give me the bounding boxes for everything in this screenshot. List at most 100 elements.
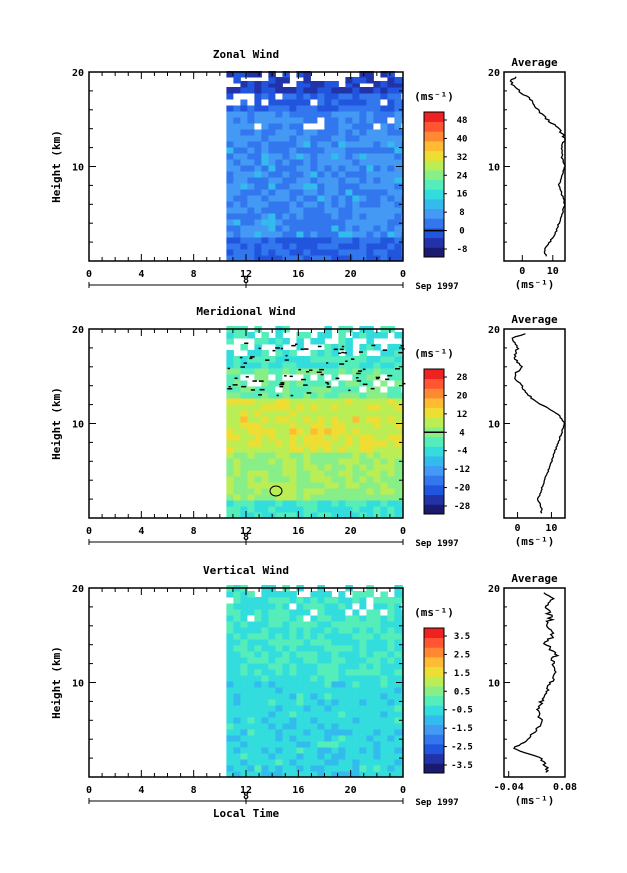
heatmap-cell <box>324 627 332 634</box>
heatmap-cell <box>282 249 290 256</box>
heatmap-cell <box>359 135 367 142</box>
heatmap-cell <box>275 249 283 256</box>
heatmap-cell <box>373 603 381 610</box>
heatmap-cell <box>233 717 241 724</box>
heatmap-cell <box>226 159 234 166</box>
heatmap-cell <box>338 93 346 100</box>
heatmap-cell <box>394 657 402 664</box>
heatmap-cell <box>303 705 311 712</box>
heatmap-cell <box>331 627 339 634</box>
heatmap-cell <box>324 99 332 106</box>
heatmap-cell <box>317 609 325 616</box>
heatmap-cell <box>359 615 367 622</box>
heatmap-cell <box>275 711 283 718</box>
heatmap-cell <box>324 765 332 772</box>
contour-mark <box>272 349 276 352</box>
heatmap-cell <box>310 699 318 706</box>
heatmap-cell <box>373 597 381 604</box>
heatmap-cell <box>387 123 395 130</box>
heatmap-cell <box>394 159 402 166</box>
heatmap-cell <box>268 374 276 381</box>
heatmap-cell <box>233 741 241 748</box>
heatmap-cell <box>254 362 262 369</box>
heatmap-cell <box>226 597 234 604</box>
heatmap-cell <box>226 362 234 369</box>
heatmap-cell <box>373 663 381 670</box>
heatmap-cell <box>359 356 367 363</box>
heatmap-cell <box>331 213 339 220</box>
heatmap-cell <box>296 398 304 405</box>
heatmap-cell <box>303 500 311 507</box>
heatmap-cell <box>338 213 346 220</box>
heatmap-cell <box>268 422 276 429</box>
heatmap-cell <box>380 500 388 507</box>
heatmap-cell <box>275 470 283 477</box>
heatmap-cell <box>233 374 241 381</box>
heatmap-cell <box>282 77 290 84</box>
heatmap-cell <box>282 651 290 658</box>
heatmap-cell <box>366 621 374 628</box>
heatmap-cell <box>394 177 402 184</box>
x-tick-label: 16 <box>292 269 304 280</box>
heatmap-cell <box>289 243 297 250</box>
heatmap-cell <box>359 404 367 411</box>
heatmap-cell <box>310 422 318 429</box>
heatmap-cell <box>324 231 332 238</box>
heatmap-cell <box>296 446 304 453</box>
heatmap-cell <box>331 362 339 369</box>
heatmap-cell <box>233 141 241 148</box>
heatmap-cell <box>303 374 311 381</box>
heatmap-cell <box>275 225 283 232</box>
contour-mark <box>249 357 253 360</box>
heatmap-cell <box>331 512 339 519</box>
heatmap-cell <box>247 741 255 748</box>
contour-mark <box>280 347 284 350</box>
heatmap-cell <box>240 99 248 106</box>
heatmap-cell <box>296 729 304 736</box>
heatmap-cell <box>394 621 402 628</box>
heatmap-cell <box>289 380 297 387</box>
heatmap-cell <box>324 597 332 604</box>
heatmap-cell <box>247 603 255 610</box>
heatmap-cell <box>268 464 276 471</box>
heatmap-cell <box>380 213 388 220</box>
heatmap-cell <box>226 458 234 465</box>
heatmap-cell <box>289 207 297 214</box>
heatmap-cell <box>282 494 290 501</box>
heatmap-cell <box>401 723 404 730</box>
heatmap-cell <box>338 693 346 700</box>
heatmap-cell <box>289 591 297 598</box>
heatmap-cell <box>268 591 276 598</box>
average-unit: (ms⁻¹) <box>515 794 555 807</box>
heatmap-cell <box>303 410 311 417</box>
heatmap-cell <box>310 177 318 184</box>
heatmap-cell <box>317 482 325 489</box>
heatmap-cell <box>275 434 283 441</box>
heatmap-cell <box>247 380 255 387</box>
heatmap-cell <box>331 410 339 417</box>
heatmap-cell <box>373 669 381 676</box>
heatmap-cell <box>359 669 367 676</box>
heatmap-cell <box>387 711 395 718</box>
heatmap-cell <box>359 398 367 405</box>
heatmap-cell <box>268 693 276 700</box>
heatmap-cell <box>261 368 269 375</box>
heatmap-cell <box>401 597 404 604</box>
heatmap-cell <box>401 741 404 748</box>
heatmap-cell <box>254 603 262 610</box>
colorbar-swatch <box>424 218 444 229</box>
heatmap-cell <box>352 627 360 634</box>
heatmap-cell <box>275 699 283 706</box>
heatmap-cell <box>331 458 339 465</box>
heatmap-cell <box>226 237 234 244</box>
heatmap-cell <box>373 368 381 375</box>
heatmap-cell <box>387 416 395 423</box>
heatmap-cell <box>268 231 276 238</box>
colorbar-swatch <box>424 456 444 467</box>
x-tick-label: 20 <box>345 269 357 280</box>
heatmap-cell <box>268 105 276 112</box>
heatmap-cell <box>366 87 374 94</box>
heatmap-cell <box>261 500 269 507</box>
heatmap-cell <box>380 386 388 393</box>
heatmap-cell <box>331 165 339 172</box>
